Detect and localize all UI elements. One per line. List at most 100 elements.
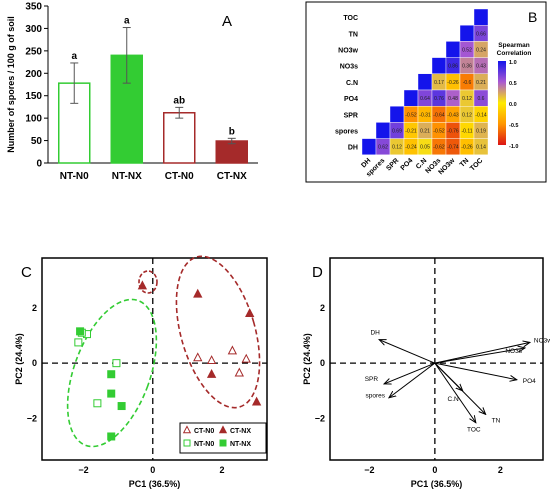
loading-vector	[389, 362, 436, 398]
heatmap-cell	[473, 8, 489, 26]
plot-frame	[41, 257, 268, 461]
legend-label: CT-NX	[230, 428, 251, 435]
heatmap-cell-value: 0.12	[462, 112, 472, 118]
ct-group-ellipse	[175, 255, 261, 409]
data-point	[193, 352, 203, 362]
legend-marker	[183, 439, 191, 447]
y-tick-label: −2	[315, 413, 325, 423]
heatmap-cell-value: 0.69	[392, 129, 402, 135]
legend-label: CT-N0	[194, 428, 214, 435]
bar	[215, 140, 248, 164]
heatmap-cell-value: 0.76	[434, 96, 444, 102]
heatmap-cell	[389, 105, 405, 123]
legend-marker	[182, 425, 192, 434]
loading-vector	[434, 348, 525, 364]
legend-label: NT-N0	[194, 441, 214, 448]
bar	[110, 54, 143, 164]
significance-letter: b	[229, 126, 235, 137]
heatmap-cell-value: -0.74	[447, 145, 459, 151]
data-point	[206, 368, 217, 378]
bar	[163, 112, 196, 164]
heatmap-cell-value: 0.24	[476, 48, 486, 54]
y-tick-label: 0	[32, 358, 37, 368]
data-point	[234, 367, 244, 377]
panel-a-bar-chart: 0 50 100 150 200 250 300 350 Number of spores / …	[6, 2, 258, 182]
data-point	[241, 353, 251, 363]
heatmap-row-label: TN	[349, 31, 358, 38]
x-tick-label: −2	[364, 465, 374, 475]
loading-vector	[434, 362, 517, 380]
heatmap-cell-value: -0.52	[433, 129, 445, 135]
legend-tick-label: 0.5	[509, 81, 517, 87]
legend-title: Correlation	[497, 50, 532, 57]
y-axis-title: Number of spores / 100 g of soil	[6, 16, 16, 153]
panel-c-pca-scatter: −2 0 2 −2 0 2 PC1 (36.5%) PC2 (24.4%) CT-N0 CT-NX…	[14, 255, 268, 489]
legend-colorbar	[498, 61, 506, 145]
heatmap-row-label: NO3s	[340, 64, 358, 71]
heatmap-cell-value: 0.12	[462, 96, 472, 102]
heatmap-cell-value: 0.43	[476, 64, 486, 70]
loading-vector	[434, 362, 486, 414]
heatmap-cell-value: 0.52	[462, 48, 472, 54]
heatmap-cell-value: 0.86	[448, 64, 458, 70]
data-point	[251, 396, 262, 406]
heatmap-col-label: TN	[459, 157, 471, 169]
category-label: NT-NX	[112, 171, 142, 182]
heatmap-cell-value: 0.21	[476, 80, 486, 86]
category-label: NT-N0	[60, 171, 89, 182]
heatmap-row-label: NO3w	[338, 48, 358, 55]
y-tick-label: −2	[27, 413, 37, 423]
heatmap-cell-value: 0.62	[378, 145, 388, 151]
heatmap-cell-value: -0.64	[433, 112, 445, 118]
y-axis-title: PC2 (24.4%)	[302, 333, 312, 385]
outlier-ellipse	[138, 270, 158, 294]
heatmap-cell	[375, 122, 391, 139]
vector-label: spores	[365, 393, 385, 400]
data-point	[227, 345, 238, 355]
panel-c-label: C	[21, 264, 32, 281]
heatmap-row-label: PO4	[344, 96, 358, 103]
heatmap-cell-value: -0.43	[447, 112, 459, 118]
panel-d-label: D	[312, 264, 323, 281]
panel-d-pca-biplot: −2 0 2 −2 0 2 PC1 (36.5%) PC2 (24.4%) NO3w NO3s PO…	[302, 257, 550, 489]
legend-marker	[219, 439, 227, 447]
heatmap-cell-value: -0.62	[433, 145, 445, 151]
data-point	[206, 355, 217, 365]
heatmap-cell	[417, 73, 433, 91]
heatmap-cell-value: 0.19	[476, 129, 486, 135]
loading-vector	[434, 342, 530, 364]
heatmap-cell-value: -0.26	[461, 145, 473, 151]
nt-group-ellipse	[66, 298, 158, 448]
heatmap-cell	[431, 57, 447, 74]
y-tick-label: 250	[25, 46, 42, 57]
heatmap-cell-value: -0.24	[405, 145, 417, 151]
vector-label: C.N	[448, 396, 460, 403]
loading-vector	[434, 362, 476, 422]
loading-vector	[384, 362, 436, 384]
legend-tick-label: -0.5	[509, 123, 518, 129]
heatmap-cell-value: 0.05	[420, 145, 430, 151]
heatmap-cell-value: 0.36	[462, 64, 472, 70]
legend-tick-label: -1.0	[509, 144, 518, 150]
legend-tick-label: 1.0	[509, 60, 517, 66]
data-point	[76, 327, 85, 336]
significance-letter: a	[71, 51, 77, 62]
heatmap-cell-value: -0.52	[405, 112, 417, 118]
vector-label: TN	[492, 417, 501, 424]
x-tick-label: −2	[78, 465, 88, 475]
data-point	[112, 359, 121, 368]
heatmap-cell-value: -0.21	[405, 129, 417, 135]
data-point	[245, 308, 255, 317]
data-point	[107, 432, 116, 441]
panel-a-label: A	[222, 13, 232, 30]
y-tick-label: 2	[32, 303, 37, 313]
data-point	[93, 399, 102, 408]
panel-b-label: B	[528, 9, 537, 25]
y-tick-label: 200	[25, 69, 42, 80]
heatmap-cell-value: 0.66	[476, 31, 486, 37]
y-tick-label: 0	[320, 358, 325, 368]
heatmap-cell-value: -0.26	[447, 80, 459, 86]
data-point	[117, 402, 126, 411]
y-tick-label: 100	[25, 114, 42, 125]
